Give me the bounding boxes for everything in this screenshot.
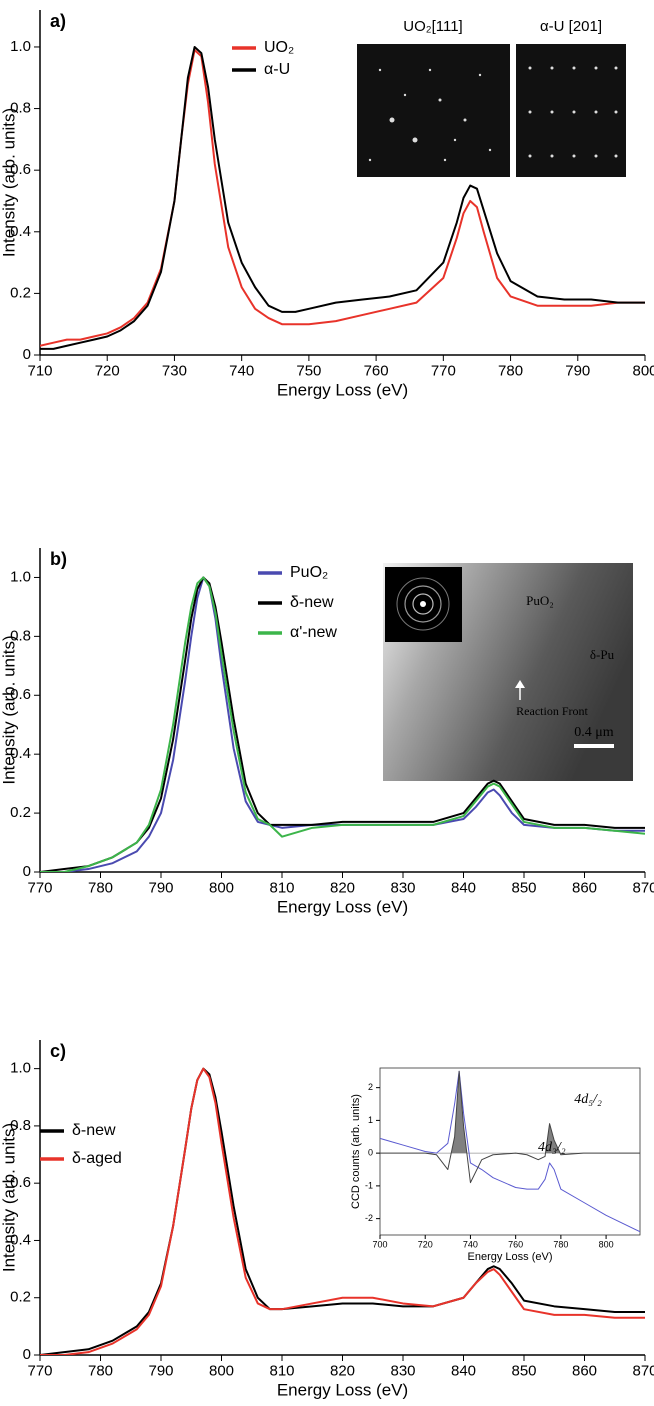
x-tick-label: 790: [148, 879, 173, 896]
x-tick-label: 810: [269, 879, 294, 896]
legend-label: δ-aged: [72, 1150, 122, 1167]
x-tick-label: 800: [599, 1240, 614, 1250]
x-tick-label: 800: [209, 1362, 234, 1379]
legend-label: PuO₂: [290, 564, 328, 581]
y-tick-label: 1.0: [10, 38, 31, 55]
x-tick-label: 850: [511, 879, 536, 896]
annotation: 0.4 μm: [574, 725, 614, 740]
y-tick-label: 0.2: [10, 284, 31, 301]
annotation: UO₂[111]: [403, 18, 462, 35]
x-tick-label: 760: [508, 1240, 523, 1250]
x-tick-label: 830: [390, 879, 415, 896]
panel-label: a): [50, 11, 66, 31]
x-tick-label: 860: [572, 879, 597, 896]
y-tick-label: 0.2: [10, 1289, 31, 1306]
x-tick-label: 740: [229, 362, 254, 379]
x-axis-label: Energy Loss (eV): [277, 1380, 408, 1399]
x-tick-label: 800: [632, 362, 654, 379]
panel-label: b): [50, 549, 67, 569]
y-tick-label: 2: [368, 1082, 373, 1092]
x-tick-label: 790: [148, 1362, 173, 1379]
x-tick-label: 790: [565, 362, 590, 379]
x-tick-label: 820: [330, 1362, 355, 1379]
x-tick-label: 780: [88, 879, 113, 896]
diffraction-images: [357, 44, 626, 177]
legend-label: α'-new: [290, 624, 337, 641]
x-tick-label: 770: [431, 362, 456, 379]
x-tick-label: 780: [498, 362, 523, 379]
figure: 00.20.40.60.81.0710720730740750760770780…: [0, 0, 654, 1406]
y-tick-label: -1: [365, 1180, 373, 1190]
y-tick-label: 0.2: [10, 804, 31, 821]
x-tick-label: 730: [162, 362, 187, 379]
y-tick-label: 1: [368, 1115, 373, 1125]
x-tick-label: 780: [88, 1362, 113, 1379]
x-tick-label: 720: [418, 1240, 433, 1250]
annotation: Reaction Front: [516, 704, 588, 718]
x-axis-label: Energy Loss (eV): [277, 380, 408, 399]
x-tick-label: 820: [330, 879, 355, 896]
tem-image: [383, 563, 633, 781]
x-tick-label: 800: [209, 879, 234, 896]
y-tick-label: 1.0: [10, 1060, 31, 1077]
y-tick-label: 0: [23, 863, 31, 880]
x-axis-label: Energy Loss (eV): [468, 1251, 553, 1263]
y-tick-label: 1.0: [10, 568, 31, 585]
x-tick-label: 810: [269, 1362, 294, 1379]
annotation: α-U [201]: [540, 18, 602, 35]
x-tick-label: 870: [632, 879, 654, 896]
x-tick-label: 770: [27, 1362, 52, 1379]
annotation: δ-Pu: [590, 647, 615, 662]
legend-label: δ-new: [72, 1122, 116, 1139]
panel-label: c): [50, 1041, 66, 1061]
x-tick-label: 740: [463, 1240, 478, 1250]
x-tick-label: 750: [296, 362, 321, 379]
x-tick-label: 840: [451, 879, 476, 896]
annotation: 4d₅/₂: [574, 1092, 602, 1107]
legend-label: α-U: [264, 61, 290, 78]
legend-label: δ-new: [290, 594, 334, 611]
y-tick-label: 0: [23, 1346, 31, 1363]
x-tick-label: 850: [511, 1362, 536, 1379]
x-tick-label: 700: [372, 1240, 387, 1250]
x-tick-label: 830: [390, 1362, 415, 1379]
y-tick-label: 0: [368, 1148, 373, 1158]
y-tick-label: -2: [365, 1213, 373, 1223]
x-tick-label: 870: [632, 1362, 654, 1379]
x-axis-label: Energy Loss (eV): [277, 897, 408, 916]
annotation: PuO₂: [526, 593, 554, 608]
y-axis-label: Intensity (arb. units): [0, 108, 18, 257]
y-axis-label: Intensity (arb. units): [0, 1123, 18, 1272]
x-tick-label: 780: [553, 1240, 568, 1250]
y-axis-label: CCD counts (arb. units): [350, 1094, 362, 1209]
x-tick-label: 860: [572, 1362, 597, 1379]
y-axis-label: Intensity (arb. units): [0, 635, 18, 784]
x-tick-label: 770: [27, 879, 52, 896]
legend-label: UO₂: [264, 39, 294, 56]
y-tick-label: 0: [23, 346, 31, 363]
x-tick-label: 720: [95, 362, 120, 379]
x-tick-label: 840: [451, 1362, 476, 1379]
x-tick-label: 710: [27, 362, 52, 379]
x-tick-label: 760: [364, 362, 389, 379]
annotation: 4d₃/₂: [538, 1140, 566, 1155]
